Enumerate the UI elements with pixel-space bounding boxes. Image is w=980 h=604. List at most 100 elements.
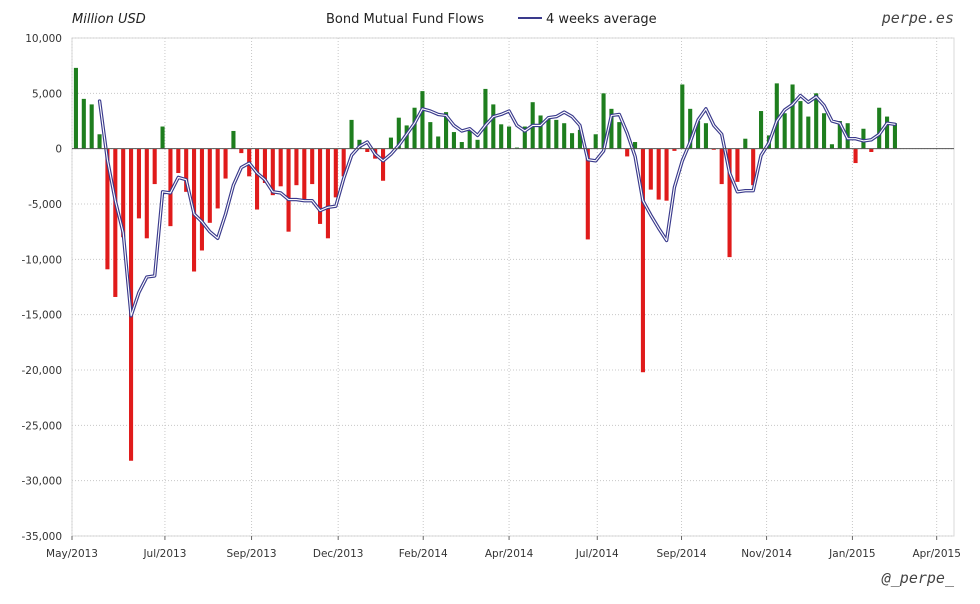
x-tick-label: Jul/2014 [575,548,619,560]
flow-bar [672,148,677,151]
y-tick-label: 5,000 [32,88,62,100]
flow-bar [499,124,504,149]
flow-bar [546,117,551,149]
flow-bar [215,148,220,209]
x-tick-label: Apr/2015 [912,548,960,560]
flow-bar [223,148,228,179]
x-tick-label: Apr/2014 [485,548,534,560]
flow-bar [168,148,173,227]
flow-bar [727,148,732,258]
flow-bar [538,115,543,149]
flow-bar [420,91,425,149]
y-tick-label: -35,000 [21,531,62,543]
flow-bar [570,133,575,149]
flow-bar [782,113,787,149]
flow-bar [436,136,441,149]
average-line-inner [99,94,896,317]
flow-bar [113,148,118,297]
x-tick-label: Nov/2014 [741,548,792,560]
y-tick-label: -20,000 [21,365,62,377]
flow-bar [286,148,291,232]
y-tick-label: -15,000 [21,310,62,322]
y-tick-label: -30,000 [21,476,62,488]
flow-bar [633,142,638,149]
flow-bar [278,148,283,187]
flow-bar [640,148,645,373]
flow-bar [105,148,110,270]
flow-bar [444,112,449,149]
brand-site-label: perpe.es [881,9,954,27]
flow-bar [577,129,582,149]
x-tick-label: Sep/2014 [656,548,706,560]
flow-bar [491,104,496,149]
flow-bar [231,130,236,149]
flow-bar [806,116,811,149]
flow-bar [357,139,362,149]
flow-bar [262,148,267,183]
flow-bar [349,119,354,149]
flow-bar [696,121,701,149]
flow-bar [341,148,346,177]
flow-bar [617,122,622,149]
flow-bar [121,148,126,238]
y-tick-label: -5,000 [28,199,62,211]
flow-bar [412,107,417,149]
flow-bar [467,129,472,149]
flow-bar [97,134,102,149]
flow-bar [711,148,716,150]
y-tick-label: -10,000 [21,254,62,266]
flow-bar [664,148,669,201]
flow-bar [396,117,401,149]
flow-bar [144,148,149,239]
flow-bar [735,148,740,182]
flow-bar [829,144,834,149]
flow-bar [294,148,299,186]
brand-handle-label: @_perpe_ [881,569,955,587]
flow-bar [199,148,204,251]
flow-bar [759,111,764,149]
flow-bar [459,142,464,149]
flow-bar [703,123,708,149]
flow-bar [719,148,724,185]
flow-bar [790,84,795,149]
y-tick-label: -25,000 [21,420,62,432]
flow-bar [475,139,480,149]
flow-bar [152,148,157,185]
y-axis-unit-label: Million USD [72,12,146,27]
flow-bar [877,107,882,149]
flow-bar [81,98,86,149]
flow-bar [514,147,519,149]
flow-bar [869,148,874,152]
flow-bar [333,148,338,198]
flow-bar [310,148,315,185]
flow-bar [270,148,275,196]
flow-bar [751,148,756,186]
flow-bar [451,132,456,149]
x-tick-label: Feb/2014 [399,548,448,560]
flow-bar [656,148,661,200]
flow-bar [522,126,527,149]
legend-label: 4 weeks average [546,12,657,27]
flow-bar [554,119,559,149]
flow-bar [184,148,189,192]
flow-bar [601,93,606,149]
flow-bar [837,121,842,149]
flow-bar [853,148,858,164]
flow-bar [562,123,567,149]
flow-bar [89,104,94,149]
flow-bar [593,134,598,149]
flow-bar [325,148,330,239]
flow-bar [774,83,779,149]
flow-bar [507,126,512,149]
flow-bar [255,148,260,210]
flow-bar [648,148,653,190]
flow-bar [483,88,488,149]
flow-bar [609,108,614,149]
flow-bar [318,148,323,224]
flow-bar [861,128,866,149]
flow-bar [176,148,181,174]
flow-bar [798,101,803,149]
